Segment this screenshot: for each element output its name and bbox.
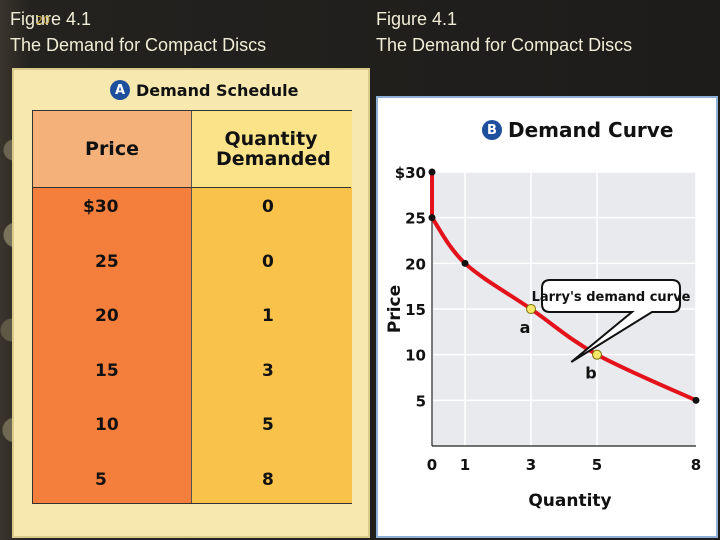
y-tick-label: 10 xyxy=(405,347,426,365)
quantity-cell: 8 xyxy=(262,470,274,490)
data-point xyxy=(461,259,469,267)
slide-title-right: Figure 4.1 The Demand for Compact Discs xyxy=(376,6,632,58)
quantity-cell: 0 xyxy=(262,251,274,272)
data-point xyxy=(428,168,436,176)
y-axis-title: Price xyxy=(385,285,405,333)
y-tick-label: 25 xyxy=(405,210,426,228)
price-column xyxy=(33,111,191,503)
y-tick-label: 20 xyxy=(405,255,426,273)
demand-curve-panel: B Demand Curve 5 10 15 20 25 $30 0 1 3 5 8 Quantity… xyxy=(376,96,718,538)
x-tick-label: 0 xyxy=(427,456,437,474)
y-tick-label: 15 xyxy=(405,301,426,319)
quantity-cell: 0 xyxy=(262,197,274,217)
price-cell: 10 xyxy=(95,415,119,436)
data-point xyxy=(692,396,700,404)
y-tick-label: 5 xyxy=(416,392,426,410)
labeled-point-b xyxy=(592,349,602,360)
demand-schedule-panel: A Demand Schedule Price Quantity Demande… xyxy=(12,68,370,538)
price-cell: 20 xyxy=(95,306,119,327)
demand-schedule-header: A Demand Schedule xyxy=(110,80,298,100)
quantity-cell: 3 xyxy=(262,360,274,381)
x-tick-label: 1 xyxy=(460,456,470,474)
x-tick-label: 5 xyxy=(592,456,602,474)
point-label-b: b xyxy=(585,364,596,383)
quantity-header: Quantity Demanded xyxy=(191,111,351,187)
price-cell: $30 xyxy=(83,197,119,217)
header-divider xyxy=(33,187,351,188)
y-tick-label: $30 xyxy=(395,164,426,182)
price-cell: 5 xyxy=(95,470,107,490)
panel-b-badge: B xyxy=(482,120,502,140)
price-header: Price xyxy=(85,138,139,160)
slide-title-left-line2: The Demand for Compact Discs xyxy=(10,35,267,55)
demand-curve-chart: 5 10 15 20 25 $30 0 1 3 5 8 Quantity Price a b Larry's … xyxy=(385,164,701,511)
quantity-header-text: Quantity Demanded xyxy=(216,128,331,170)
quantity-cell: 5 xyxy=(262,415,274,436)
slide-title-left: Figure 4.1 The Demand for Compact Discs xyxy=(10,6,266,58)
x-tick-label: 3 xyxy=(526,456,536,474)
slide-number: 20 xyxy=(36,14,50,27)
panel-a-badge: A xyxy=(110,80,130,100)
callout-bubble xyxy=(541,279,681,363)
callout-text: Larry's demand curve xyxy=(532,290,691,305)
demand-curve-header: B Demand Curve xyxy=(482,118,673,142)
slide-title-right-line1: Figure 4.1 xyxy=(376,9,458,29)
slide-title-right-line2: The Demand for Compact Discs xyxy=(376,35,633,55)
demand-curve-title: Demand Curve xyxy=(508,118,674,142)
quantity-cell: 1 xyxy=(262,306,274,327)
price-cell: 25 xyxy=(95,251,119,272)
labeled-point-a xyxy=(526,304,536,314)
x-axis-title: Quantity xyxy=(528,491,611,511)
x-tick-label: 8 xyxy=(691,456,701,474)
slide-title-left-line1: Figure 4.1 xyxy=(10,9,92,29)
price-cell: 15 xyxy=(95,360,119,381)
demand-schedule-title: Demand Schedule xyxy=(136,80,299,100)
point-label-a: a xyxy=(520,318,531,337)
demand-schedule-table: Price Quantity Demanded $30 0 25 0 20 1 15 3 10 5… xyxy=(32,110,352,504)
data-point xyxy=(428,214,436,222)
quantity-column xyxy=(191,111,352,503)
